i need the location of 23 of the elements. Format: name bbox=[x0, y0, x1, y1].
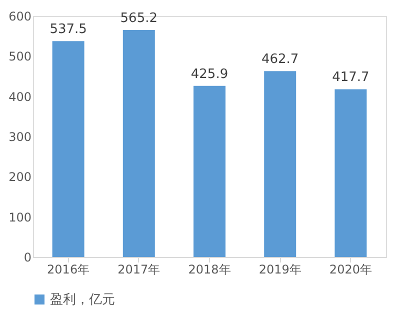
y-tick-label: 0 bbox=[24, 250, 32, 264]
data-label: 565.2 bbox=[120, 10, 158, 26]
x-tick-label: 2019年 bbox=[258, 262, 302, 276]
y-tick-label: 300 bbox=[8, 130, 32, 144]
bar bbox=[194, 86, 226, 257]
y-tick-label: 600 bbox=[8, 10, 32, 24]
y-tick-label: 500 bbox=[8, 50, 32, 64]
legend-label: 盈利，亿元 bbox=[50, 292, 115, 308]
x-tick-label: 2018年 bbox=[188, 262, 231, 276]
data-label: 462.7 bbox=[261, 52, 299, 68]
bar bbox=[52, 41, 84, 257]
data-label: 425.9 bbox=[190, 66, 228, 82]
data-label: 417.7 bbox=[332, 70, 370, 86]
x-tick-label: 2016年 bbox=[47, 262, 90, 276]
x-tick-label: 2020年 bbox=[329, 262, 372, 276]
y-tick-label: 200 bbox=[8, 170, 32, 184]
bar bbox=[334, 89, 367, 257]
bar bbox=[122, 30, 155, 257]
bar bbox=[264, 71, 296, 257]
data-label: 537.5 bbox=[50, 22, 87, 38]
x-tick-label: 2017年 bbox=[118, 262, 160, 276]
y-tick-label: 100 bbox=[8, 210, 32, 224]
y-tick-label: 400 bbox=[8, 90, 32, 104]
